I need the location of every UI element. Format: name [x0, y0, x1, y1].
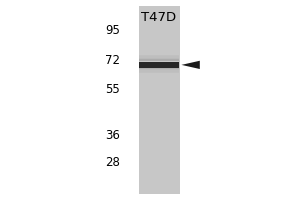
Bar — [139, 69, 179, 70]
Text: 36: 36 — [105, 129, 120, 142]
Bar — [139, 62, 179, 68]
Bar — [139, 56, 179, 58]
Bar — [139, 72, 179, 73]
Bar — [139, 59, 179, 61]
Text: 55: 55 — [106, 83, 120, 96]
Bar — [139, 70, 179, 72]
Bar — [139, 67, 179, 69]
Bar — [139, 55, 179, 56]
Polygon shape — [182, 61, 200, 69]
Text: 28: 28 — [105, 156, 120, 169]
Text: T47D: T47D — [141, 11, 177, 24]
Text: 72: 72 — [105, 54, 120, 67]
Text: 95: 95 — [105, 24, 120, 37]
Bar — [139, 58, 179, 59]
